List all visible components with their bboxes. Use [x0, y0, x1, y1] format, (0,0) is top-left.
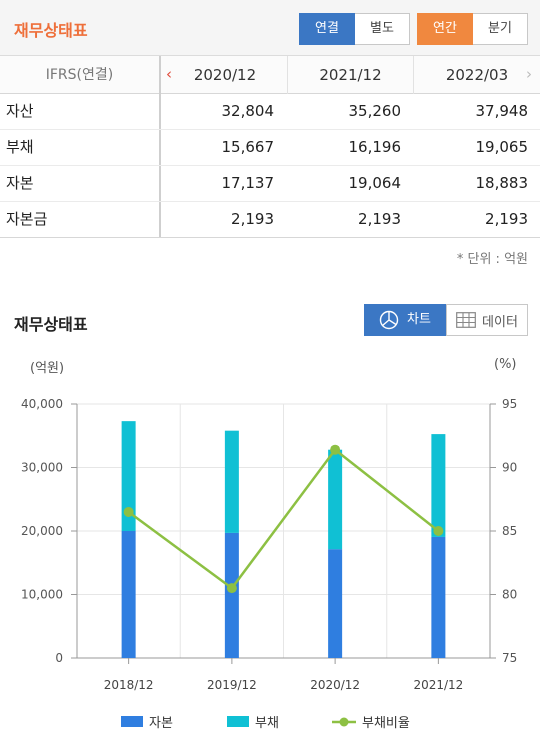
chart-section-title: 재무상태표	[14, 315, 88, 334]
quarterly-button[interactable]: 분기	[473, 13, 528, 45]
left-axis-unit: (억원)	[30, 361, 65, 376]
y2-tick-label: 95	[502, 397, 517, 411]
legend-item-equity: 자본	[121, 712, 173, 731]
table-cell: 15,667	[221, 138, 275, 156]
bar-liability	[328, 449, 343, 550]
table-cell: 17,137	[221, 174, 275, 192]
row-label: 자본금	[0, 202, 161, 237]
table-cell: 2,193	[485, 210, 528, 228]
bar-liability	[431, 434, 446, 537]
chart-view-button[interactable]: 차트	[364, 304, 446, 336]
table-corner: IFRS(연결)	[0, 56, 161, 94]
unit-note: * 단위 : 억원	[456, 252, 528, 267]
legend-item-ratio: 부채비율	[332, 712, 410, 731]
y2-tick-label: 80	[502, 588, 517, 602]
table-row: 자본 17,137 19,064 18,883	[0, 166, 540, 202]
table-cell: 32,804	[221, 102, 275, 120]
top-header: 재무상태표 연결 별도 연간 분기	[0, 0, 540, 56]
annual-button[interactable]: 연간	[417, 13, 473, 45]
table-cell: 2,193	[358, 210, 401, 228]
table-row: 부채 15,667 16,196 19,065	[0, 130, 540, 166]
x-tick-label: 2020/12	[310, 678, 360, 692]
y2-tick-label: 75	[502, 651, 517, 665]
data-view-button[interactable]: 데이터	[446, 304, 528, 336]
legend-swatch	[227, 716, 249, 727]
y-tick-label: 40,000	[21, 397, 63, 411]
y2-tick-label: 90	[502, 461, 517, 475]
x-tick-label: 2019/12	[207, 678, 257, 692]
bar-equity	[431, 536, 446, 658]
table-cell: 19,065	[475, 138, 529, 156]
legend-line-marker	[332, 717, 356, 726]
y-tick-label: 10,000	[21, 588, 63, 602]
row-label: 자본	[0, 166, 161, 201]
financial-chart: 0 75 10,000 80 20,000 85 30,000 90 40,000 95 2018/…	[21, 397, 517, 692]
y-tick-label: 0	[55, 651, 63, 665]
table-cell: 35,260	[348, 102, 402, 120]
legend-item-liability: 부채	[227, 712, 279, 731]
x-tick-label: 2018/12	[104, 678, 154, 692]
column-header: 2021/12	[288, 56, 414, 94]
y2-tick-label: 85	[502, 524, 517, 538]
ratio-point	[433, 526, 444, 536]
table-cell: 19,064	[348, 174, 402, 192]
row-label: 자산	[0, 94, 161, 129]
table-cell: 2,193	[231, 210, 274, 228]
table-cell: 16,196	[348, 138, 402, 156]
page-title: 재무상태표	[14, 21, 88, 40]
column-header: 2022/03	[445, 66, 509, 84]
table-header: IFRS(연결) ‹ 2020/12 2021/12 2022/03 ›	[0, 56, 540, 94]
bar-equity	[224, 532, 239, 658]
chart-view-label: 차트	[407, 312, 431, 327]
table-cell: 18,883	[475, 174, 529, 192]
consolidation-toggle: 연결 별도	[299, 13, 410, 45]
pie-chart-icon	[379, 310, 399, 330]
ratio-point	[226, 583, 237, 594]
bar-liability	[224, 430, 239, 533]
table-cell: 37,948	[475, 102, 529, 120]
y-tick-label: 30,000	[21, 461, 63, 475]
period-toggle: 연간 분기	[417, 13, 528, 45]
legend-label: 자본	[149, 716, 173, 731]
x-tick-label: 2021/12	[413, 678, 463, 692]
financial-table: IFRS(연결) ‹ 2020/12 2021/12 2022/03 › 자산 …	[0, 56, 540, 238]
table-row: 자본금 2,193 2,193 2,193	[0, 202, 540, 238]
legend-swatch	[121, 716, 143, 727]
ratio-line	[127, 447, 440, 590]
next-period-icon[interactable]: ›	[526, 65, 532, 83]
bar-liability	[121, 421, 136, 531]
consolidated-button[interactable]: 연결	[299, 13, 355, 45]
chart-legend: 자본 부채 부채비율	[0, 712, 540, 732]
ratio-point	[123, 506, 134, 517]
prev-period-icon[interactable]: ‹	[166, 65, 172, 83]
legend-label: 부채	[255, 716, 279, 731]
y-tick-label: 20,000	[21, 524, 63, 538]
legend-label: 부채비율	[362, 716, 410, 731]
ratio-point	[330, 444, 341, 455]
right-axis-unit: (%)	[494, 357, 517, 372]
bar-equity	[328, 549, 343, 658]
bar-equity	[121, 531, 136, 658]
table-icon	[456, 312, 476, 328]
table-row: 자산 32,804 35,260 37,948	[0, 94, 540, 130]
data-view-label: 데이터	[482, 314, 518, 330]
column-header: 2020/12	[163, 56, 288, 94]
separate-button[interactable]: 별도	[355, 13, 410, 45]
row-label: 부채	[0, 130, 161, 165]
